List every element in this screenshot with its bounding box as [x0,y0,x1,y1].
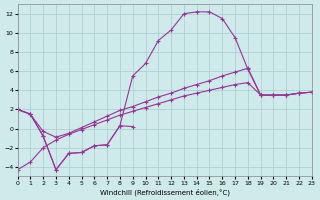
X-axis label: Windchill (Refroidissement éolien,°C): Windchill (Refroidissement éolien,°C) [100,188,230,196]
